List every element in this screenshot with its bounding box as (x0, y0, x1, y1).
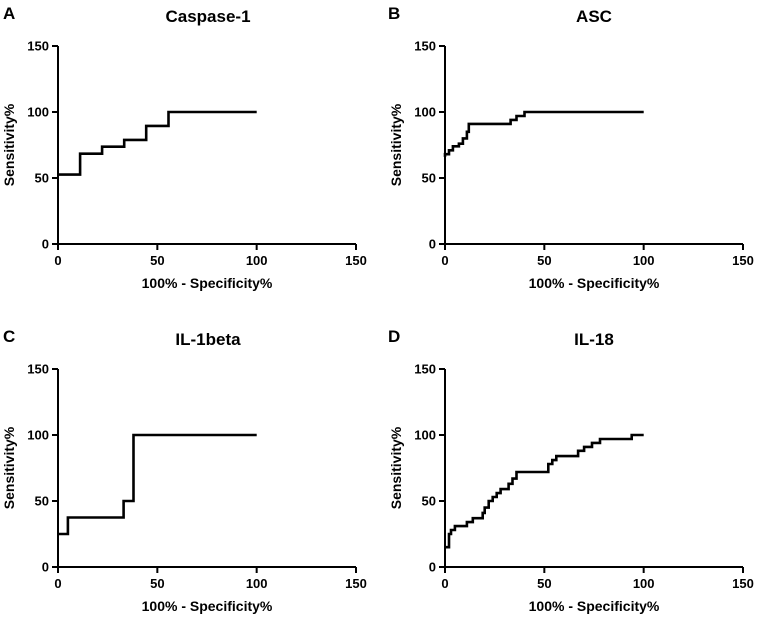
panel-d: D IL-18 0 50 100 150 0 50 100 150 100% - Specifici… (388, 327, 754, 614)
y-tick-label: 0 (429, 560, 436, 575)
y-tick-label: 150 (27, 362, 49, 377)
x-tick-label: 0 (441, 576, 448, 591)
y-tick-label: 50 (422, 171, 436, 186)
panel-a: A Caspase-1 0 50 100 150 0 50 100 150 100% - Speci… (1, 4, 367, 291)
chart-title: IL-1beta (175, 330, 241, 349)
x-tick-label: 150 (345, 576, 367, 591)
x-tick-label: 100 (246, 576, 268, 591)
y-axis-label: Sensitivity% (1, 103, 17, 186)
y-axis-label: Sensitivity% (388, 103, 404, 186)
y-axis-label: Sensitivity% (388, 426, 404, 509)
y-tick-label: 150 (414, 362, 436, 377)
x-axis-label: 100% - Specificity% (529, 275, 660, 291)
chart-title: ASC (576, 7, 612, 26)
y-tick-label: 0 (42, 560, 49, 575)
y-tick-label: 100 (27, 428, 49, 443)
panel-c: C IL-1beta 0 50 100 150 0 50 100 150 100% - Specif… (1, 327, 367, 614)
y-tick-label: 50 (422, 494, 436, 509)
x-axis-label: 100% - Specificity% (142, 275, 273, 291)
roc-curve-b (443, 110, 644, 157)
panel-letter: A (3, 4, 15, 23)
x-tick-label: 150 (732, 253, 754, 268)
panel-b: B ASC 0 50 100 150 0 50 100 150 100% - Specificity… (388, 4, 754, 291)
y-tick-label: 100 (414, 428, 436, 443)
x-tick-label: 100 (246, 253, 268, 268)
y-tick-label: 0 (429, 237, 436, 252)
x-tick-label: 100 (633, 576, 655, 591)
roc-curve-c (58, 433, 257, 536)
x-tick-label: 150 (345, 253, 367, 268)
x-tick-label: 50 (150, 253, 164, 268)
y-tick-label: 150 (414, 39, 436, 54)
y-tick-label: 0 (42, 237, 49, 252)
chart-title: IL-18 (574, 330, 614, 349)
y-tick-label: 50 (35, 171, 49, 186)
roc-curve-a (58, 110, 257, 176)
roc-curve-d (445, 433, 644, 549)
panel-letter: C (3, 327, 15, 346)
x-tick-label: 50 (537, 253, 551, 268)
y-axis-label: Sensitivity% (1, 426, 17, 509)
x-axis-label: 100% - Specificity% (529, 598, 660, 614)
panel-letter: B (388, 4, 400, 23)
panel-letter: D (388, 327, 400, 346)
y-tick-label: 100 (27, 105, 49, 120)
chart-title: Caspase-1 (165, 7, 250, 26)
x-axis-label: 100% - Specificity% (142, 598, 273, 614)
x-tick-label: 100 (633, 253, 655, 268)
y-tick-label: 50 (35, 494, 49, 509)
x-tick-label: 150 (732, 576, 754, 591)
x-tick-label: 0 (441, 253, 448, 268)
y-tick-label: 150 (27, 39, 49, 54)
x-tick-label: 0 (54, 576, 61, 591)
x-tick-label: 0 (54, 253, 61, 268)
y-tick-label: 100 (414, 105, 436, 120)
x-tick-label: 50 (150, 576, 164, 591)
x-tick-label: 50 (537, 576, 551, 591)
